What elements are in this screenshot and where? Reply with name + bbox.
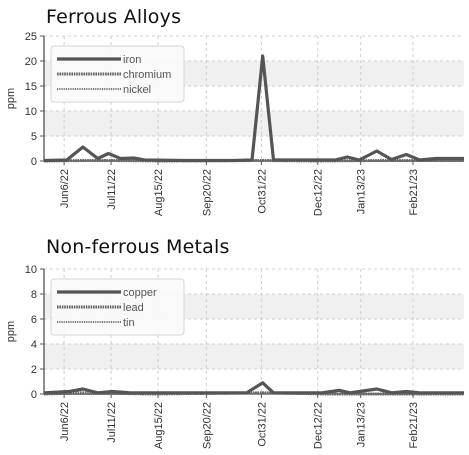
- y-tick-label: 20: [25, 56, 37, 68]
- x-tick-label: Oct31/22: [256, 169, 268, 214]
- chart-title: Ferrous Alloys: [46, 6, 182, 28]
- non-ferrous-metals-chart: 0 2 4 6 8 10 Jun6/22 Jul11/22 Aug15/22 Sep20/22 Oc…: [5, 264, 464, 449]
- legend-label-lead: lead: [123, 302, 144, 314]
- x-tick-label: Jun6/22: [59, 402, 71, 441]
- series-line-copper: [43, 381, 464, 395]
- series-line-lead: [43, 391, 464, 396]
- y-tick-label: 0: [31, 156, 37, 168]
- y-tick-label: 8: [31, 289, 37, 301]
- x-tick-label: Jan13/23: [356, 169, 368, 214]
- grid-band: [44, 344, 464, 369]
- x-tick-label: Oct31/22: [256, 402, 268, 447]
- x-tick-label: Jul11/22: [106, 169, 118, 210]
- y-tick-label: 2: [31, 364, 37, 376]
- chart-title: Non-ferrous Metals: [46, 236, 230, 258]
- x-tick-label: Jan13/23: [356, 402, 368, 447]
- x-tick-label: Aug15/22: [153, 169, 165, 216]
- y-tick-label: 6: [31, 314, 37, 326]
- series-line-iron: [43, 54, 464, 163]
- legend-label-chromium: chromium: [123, 69, 171, 81]
- y-tick-label: 0: [31, 389, 37, 401]
- y-axis-label: ppm: [5, 321, 17, 342]
- y-tick-label: 25: [25, 31, 37, 43]
- x-tick-label: Feb21/23: [408, 402, 420, 448]
- series-line-chromium: [43, 159, 464, 163]
- y-tick-label: 10: [25, 106, 37, 118]
- y-tick-label: 5: [31, 131, 37, 143]
- y-tick-label: 10: [25, 264, 37, 276]
- x-tick-label: Sep20/22: [201, 402, 213, 449]
- y-tick-label: 4: [31, 339, 37, 351]
- legend-label-iron: iron: [123, 54, 141, 66]
- ferrous-alloys-panel: Ferrous Alloys 0 5 10 15 20 25 Jun6/22 Jul11/22…: [5, 6, 464, 216]
- x-tick-label: Aug15/22: [153, 402, 165, 449]
- x-tick-label: Dec12/22: [313, 402, 325, 449]
- y-tick-label: 15: [25, 81, 37, 93]
- x-tick-label: Feb21/23: [408, 169, 420, 215]
- ferrous-alloys-chart: 0 5 10 15 20 25 Jun6/22 Jul11/22 Aug15/22 Sep20/2…: [5, 31, 464, 216]
- non-ferrous-metals-panel: Non-ferrous Metals 0 2 4 6 8 10 Jun6/22 Jul11/2…: [0, 230, 469, 455]
- x-tick-label: Sep20/22: [201, 169, 213, 216]
- x-tick-label: Jul11/22: [106, 402, 118, 443]
- x-tick-label: Jun6/22: [59, 169, 71, 208]
- y-axis-label: ppm: [5, 88, 17, 109]
- legend-label-nickel: nickel: [123, 84, 151, 96]
- x-tick-label: Dec12/22: [313, 169, 325, 216]
- legend-label-copper: copper: [123, 287, 157, 299]
- legend-label-tin: tin: [123, 317, 135, 329]
